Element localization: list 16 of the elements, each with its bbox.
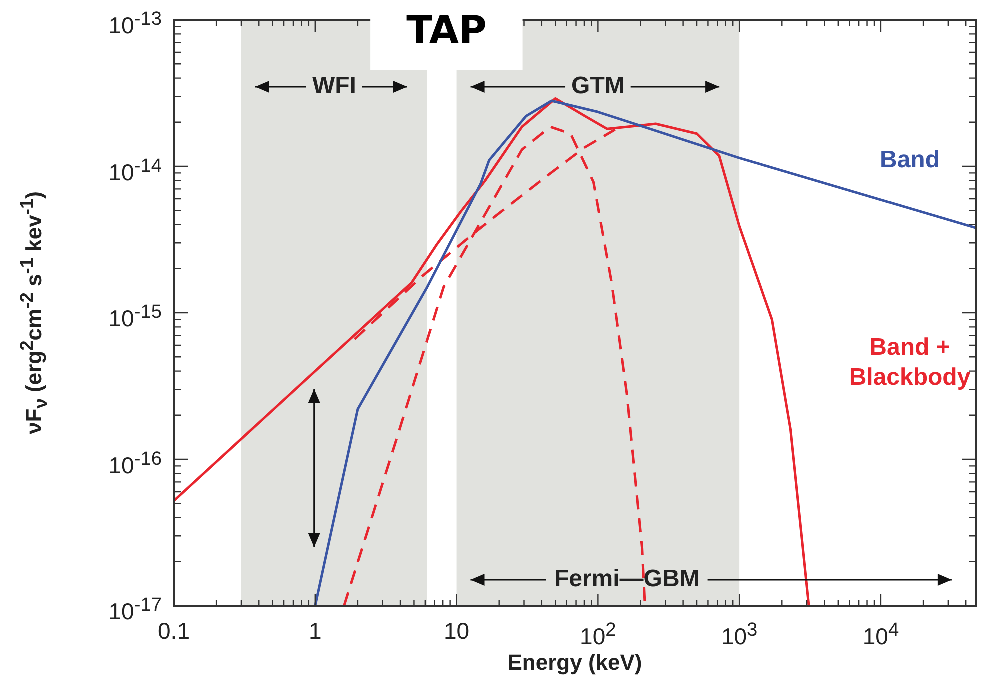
- x-tick-label: 10$^{3}$: [721, 619, 758, 650]
- text: Band + Blackbody: [849, 334, 972, 391]
- x-tick-label: 10$^{2}$: [580, 619, 616, 650]
- x-tick-label: 10$^{4}$: [862, 619, 900, 650]
- x-axis-title: Energy (keV): [508, 650, 642, 676]
- x-tick-label: 10: [444, 618, 470, 644]
- chart-title: TAP: [406, 8, 487, 52]
- band-label: WFI: [312, 72, 356, 100]
- y-tick-label: 10$^{-16}$: [108, 448, 162, 478]
- x-tick-label: 1: [308, 618, 322, 644]
- y-tick-label: 10$^{-14}$: [108, 154, 162, 186]
- series-label: Band: [880, 146, 940, 174]
- annotation: Fermi—GBM: [554, 566, 700, 593]
- band-label: GTM: [572, 72, 625, 100]
- y-tick-label: 10$^{-15}$: [108, 301, 162, 332]
- y-tick-label: 10$^{-13}$: [108, 8, 162, 39]
